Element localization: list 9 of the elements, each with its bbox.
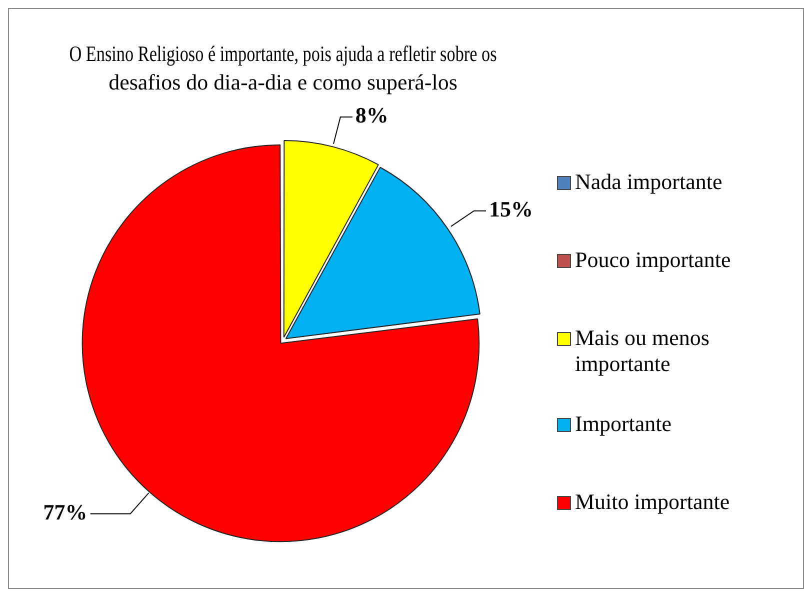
legend-label: Muito importante <box>575 489 730 515</box>
data-label: 77% <box>43 499 88 524</box>
legend-label: Nada importante <box>575 169 722 195</box>
legend-label: Pouco importante <box>575 247 731 273</box>
chart-title: O Ensino Religioso é importante, pois ajuda a refletir sobre os desafios do dia-a-dia e como superá-los <box>69 42 497 95</box>
legend-label: Mais ou menos importante <box>575 325 710 377</box>
legend-label: Importante <box>575 411 672 437</box>
data-label: 15% <box>488 196 533 222</box>
data-label: 8% <box>355 102 388 128</box>
